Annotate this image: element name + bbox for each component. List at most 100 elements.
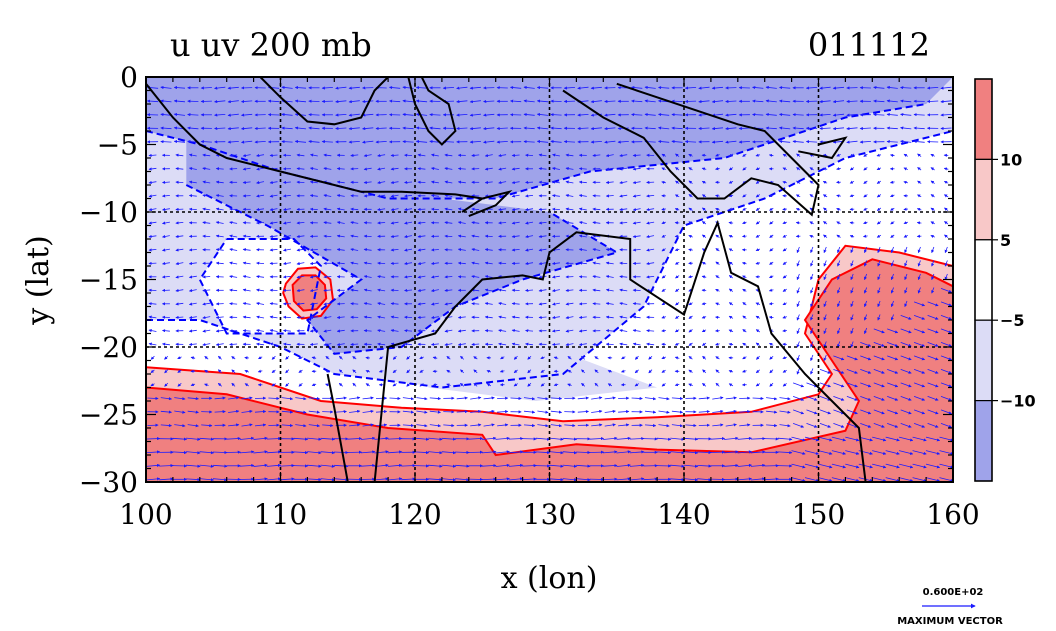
wind-vector: [202, 194, 211, 198]
wind-vector: [430, 153, 439, 157]
wind-vector: [755, 261, 761, 265]
wind-vector: [430, 261, 439, 266]
wind-vector: [617, 140, 629, 144]
wind-vector: [282, 221, 291, 225]
wind-vector: [363, 261, 372, 265]
wind-vector: [161, 248, 170, 252]
wind-vector: [876, 234, 882, 238]
wind-vector: [538, 234, 547, 239]
wind-vector: [876, 180, 882, 184]
wind-vector: [229, 275, 238, 279]
wind-vector: [256, 194, 265, 198]
wind-vector: [444, 221, 453, 225]
wind-vector: [175, 167, 184, 171]
wind-vector: [309, 248, 318, 252]
wind-vector: [904, 246, 908, 254]
wind-vector: [335, 126, 347, 131]
wind-vector: [822, 167, 828, 171]
wind-vector: [836, 194, 841, 198]
negative-contour-line: [146, 130, 953, 389]
wind-vector: [769, 248, 774, 252]
wind-vector: [187, 113, 199, 117]
wind-vector: [348, 140, 360, 144]
wind-vector: [552, 153, 560, 157]
wind-vector: [859, 140, 871, 144]
wind-vector: [498, 221, 507, 225]
wind-vector: [202, 153, 211, 157]
wind-vector: [728, 221, 734, 225]
wind-vector: [822, 194, 828, 198]
wind-vector: [538, 221, 547, 225]
wind-vector: [188, 288, 197, 293]
wind-vector: [604, 113, 616, 117]
wind-vector: [256, 207, 265, 212]
wind-vector: [578, 248, 587, 252]
wind-vector: [632, 167, 641, 171]
wind-vector: [281, 140, 293, 144]
wind-vector: [254, 126, 266, 131]
wind-vector: [592, 248, 601, 252]
y-tick-label: −10: [79, 196, 138, 229]
wind-vector: [900, 99, 912, 103]
wind-vector: [782, 248, 787, 252]
wind-vector: [592, 234, 601, 238]
wind-vector: [836, 234, 841, 238]
wind-vector: [444, 180, 453, 184]
wind-vector: [688, 167, 693, 171]
wind-vector: [282, 275, 291, 279]
wind-vector: [483, 126, 495, 131]
wind-vector: [509, 85, 522, 90]
wind-vector: [444, 194, 453, 198]
wind-vector: [294, 139, 307, 144]
wind-vector: [267, 99, 280, 103]
wind-vector: [388, 85, 401, 90]
x-tick-label: 100: [119, 498, 172, 531]
wind-vector: [657, 86, 670, 90]
wind-vector: [605, 180, 614, 185]
wind-vector: [456, 99, 468, 104]
wind-vector: [550, 139, 562, 144]
wind-vector: [646, 248, 655, 252]
wind-vector: [161, 275, 170, 279]
wind-vector: [471, 234, 480, 238]
wind-vector: [900, 126, 912, 130]
wind-vector: [752, 85, 764, 90]
wind-vector: [538, 153, 547, 157]
x-tick-label: 110: [254, 498, 307, 531]
wind-vector: [363, 167, 372, 171]
wind-vector: [363, 234, 372, 238]
wind-vector: [469, 86, 481, 90]
wind-vector: [175, 248, 184, 252]
wind-vector: [886, 112, 898, 117]
wind-vector: [917, 273, 921, 281]
wind-vector: [688, 153, 693, 157]
wind-vector: [148, 180, 157, 185]
wind-vector: [632, 234, 641, 239]
wind-vector: [715, 167, 720, 171]
wind-vector: [819, 99, 831, 104]
wind-vector: [242, 234, 251, 238]
wind-vector: [725, 126, 737, 131]
wind-vector: [605, 248, 614, 252]
wind-vector: [755, 180, 761, 184]
wind-vector: [202, 288, 211, 293]
wind-vector: [632, 180, 641, 185]
wind-vector: [913, 113, 925, 117]
wind-vector: [227, 86, 239, 90]
wind-vector: [484, 234, 493, 238]
wind-vector: [551, 207, 560, 211]
wind-vector: [877, 260, 881, 267]
wind-vector: [940, 113, 952, 117]
wind-vector: [578, 234, 587, 238]
wind-vector: [741, 234, 747, 238]
wind-vector: [698, 99, 710, 104]
wind-vector: [511, 221, 520, 225]
wind-vector: [930, 207, 935, 211]
wind-vector: [873, 113, 885, 117]
wind-vector: [215, 207, 224, 211]
wind-vector: [810, 246, 814, 254]
wind-vector: [684, 140, 697, 144]
wind-vector: [242, 288, 251, 292]
wind-vector: [796, 260, 800, 267]
wind-vector: [715, 248, 720, 252]
